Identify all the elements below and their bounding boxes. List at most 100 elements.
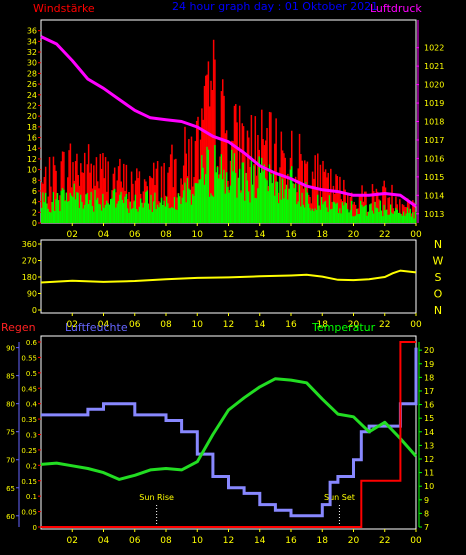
wind-bar <box>305 182 307 223</box>
pressure-tick-label: 1018 <box>424 118 444 127</box>
gust-bar <box>383 180 385 223</box>
wind-bar <box>328 195 331 223</box>
gust-bar <box>246 130 249 223</box>
wind-bar <box>67 201 69 223</box>
wind-bar <box>167 203 169 223</box>
gust-bar <box>304 160 306 223</box>
temperature-tick-label: 15 <box>424 414 434 423</box>
wind-bar <box>317 194 319 223</box>
gust-bar <box>54 165 56 223</box>
wind-bar <box>287 199 289 223</box>
gust-bar <box>313 178 315 223</box>
gust-bar <box>184 126 186 223</box>
gust-bar <box>168 167 171 223</box>
gust-bar <box>55 170 57 223</box>
wind-tick-label: 30 <box>27 59 37 68</box>
wind-bar <box>319 209 322 223</box>
wind-x-ticks: 02 04 06 08 10 12 14 16 18 20 22 00 <box>67 223 422 240</box>
wind-bar <box>87 204 90 223</box>
wind-bar <box>106 200 108 223</box>
wind-bar <box>276 181 279 223</box>
wind-x-tick-label: 22 <box>379 230 390 240</box>
gust-bar <box>339 176 341 223</box>
wind-bar <box>373 213 375 223</box>
rain-tick-label: 0.15 <box>21 478 37 486</box>
wind-bar <box>228 192 230 223</box>
gust-bar <box>74 161 77 223</box>
wind-bar <box>85 194 87 223</box>
pressure-right-ticks: 1013 1014 1015 1016 1017 1018 1019 1020 1021 1022 <box>416 20 444 223</box>
direction-x-tick-label: 02 <box>67 320 78 330</box>
wind-bar <box>214 145 216 223</box>
wind-bar <box>384 210 387 223</box>
gust-bar <box>378 199 380 223</box>
wind-bar <box>257 188 259 223</box>
wind-tick-label: 24 <box>27 91 37 100</box>
temperature-axis-label: Temperatur <box>311 321 376 334</box>
gust-bar <box>382 186 384 223</box>
wind-bar <box>55 199 57 223</box>
wind-bar <box>142 207 145 223</box>
wind-bar <box>125 193 128 223</box>
wind-bar <box>275 181 277 223</box>
wind-bar <box>115 207 117 223</box>
wind-bar <box>301 192 303 223</box>
wind-bar <box>333 202 336 223</box>
gust-bar <box>248 137 250 223</box>
wind-bar <box>48 211 51 223</box>
gust-bar <box>343 179 345 223</box>
gust-bar <box>156 161 159 223</box>
wind-bar <box>349 210 352 223</box>
temperature-tick-label: 11 <box>424 469 434 478</box>
wind-bar <box>100 210 103 223</box>
wind-bar <box>163 200 165 223</box>
climate-x-tick-label: 00 <box>410 536 422 546</box>
gust-bar <box>72 162 74 223</box>
wind-bar <box>309 207 311 223</box>
wind-bar <box>233 153 236 223</box>
gust-bar <box>373 191 375 223</box>
wind-bar <box>123 202 125 223</box>
gust-bar <box>401 204 404 223</box>
wind-bar <box>136 209 138 223</box>
gust-bar <box>63 151 65 223</box>
wind-tick-label: 26 <box>27 80 37 89</box>
gust-bar <box>83 152 86 223</box>
wind-bar <box>166 196 168 223</box>
wind-bar <box>59 211 61 223</box>
wind-bar <box>357 214 359 223</box>
wind-bar <box>382 216 384 223</box>
wind-bar <box>323 201 326 223</box>
wind-bar <box>184 182 186 223</box>
temperature-tick-label: 16 <box>424 401 434 410</box>
wind-bar <box>76 192 78 223</box>
wind-bar <box>41 207 43 223</box>
wind-bar <box>210 193 212 223</box>
wind-bar <box>344 202 346 223</box>
gust-bar <box>221 79 224 224</box>
wind-bar <box>151 212 154 223</box>
wind-tick-label: 16 <box>27 134 37 143</box>
gust-bar <box>413 202 415 223</box>
rain-tick-label: 0.55 <box>21 354 37 362</box>
gust-bar <box>95 157 98 223</box>
wind-bar <box>194 183 197 223</box>
wind-x-tick-label: 10 <box>192 230 204 240</box>
gust-bar <box>324 169 327 223</box>
wind-bar <box>139 198 142 223</box>
gust-bar <box>349 197 352 223</box>
wind-x-tick-label: 06 <box>129 230 141 240</box>
wind-bar <box>189 189 191 223</box>
gust-bar <box>207 61 210 223</box>
wind-bar <box>307 203 310 223</box>
humidity-tick-label: 70 <box>6 457 15 465</box>
gust-bar <box>82 172 85 223</box>
wind-bar <box>42 192 44 223</box>
wind-bar <box>152 201 155 223</box>
wind-bar <box>401 215 404 223</box>
wind-bar <box>389 204 392 223</box>
wind-bar <box>304 207 306 223</box>
wind-bar <box>47 208 50 223</box>
climate-x-ticks: 02 04 06 08 10 12 14 16 18 20 22 00 <box>67 529 422 546</box>
wind-bar <box>330 209 332 223</box>
